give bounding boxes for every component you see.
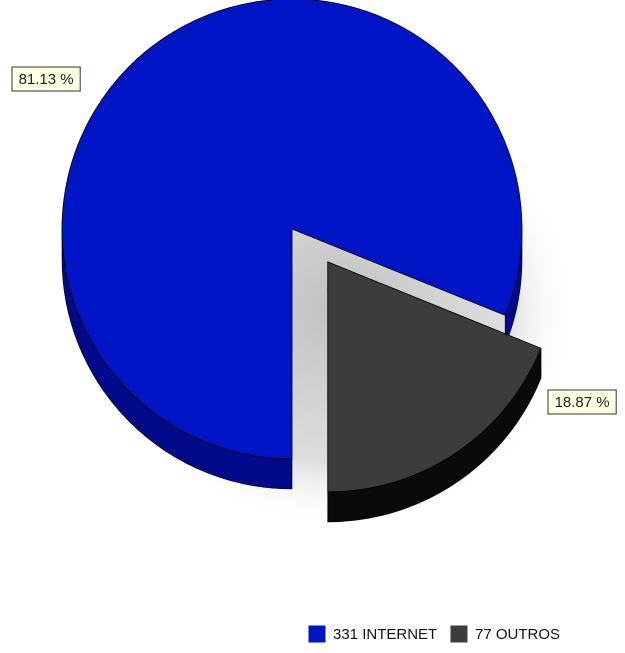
percent-label-text: 18.87 %: [555, 394, 610, 411]
legend-swatch: [450, 625, 468, 643]
percent-label: 18.87 %: [547, 389, 617, 415]
legend-label: 331 INTERNET: [333, 626, 437, 643]
legend-label: 77 OUTROS: [475, 626, 560, 643]
slice-internet: [61, 0, 523, 460]
legend: 331 INTERNET 77 OUTROS: [308, 625, 560, 643]
legend-item: 77 OUTROS: [450, 625, 560, 643]
percent-label-text: 81.13 %: [19, 71, 74, 88]
slice-outros: [327, 261, 542, 493]
label-box: [11, 66, 81, 92]
label-box: [547, 389, 617, 415]
legend-swatch: [308, 625, 326, 643]
pie-labels: 81.13 % 18.87 %: [11, 66, 617, 415]
percent-label: 81.13 %: [11, 66, 81, 92]
legend-item: 331 INTERNET: [308, 625, 437, 643]
pie-tops: [61, 0, 542, 493]
